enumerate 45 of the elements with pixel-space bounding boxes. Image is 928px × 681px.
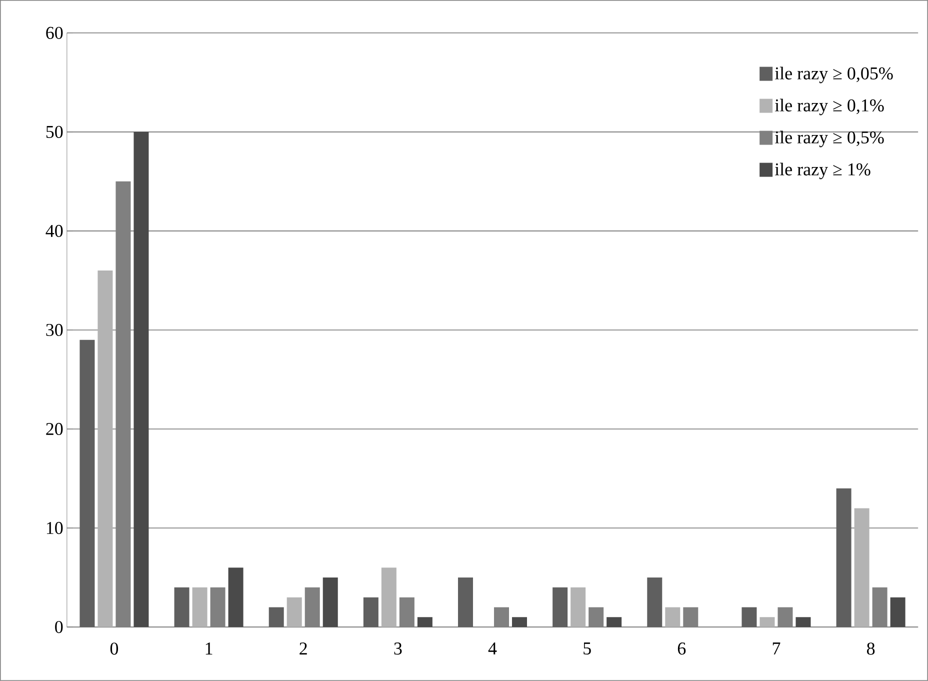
bar <box>512 617 528 628</box>
bar <box>304 587 320 628</box>
bar <box>665 607 680 628</box>
x-tick-label: 1 <box>206 642 212 654</box>
x-tick-label: 2 <box>300 642 307 655</box>
bar <box>570 587 586 628</box>
bar <box>322 578 338 628</box>
legend-label: ile razy ≥ 1% <box>774 162 870 180</box>
bar <box>116 181 131 628</box>
bar <box>210 587 226 628</box>
y-tick-label: 40 <box>46 224 63 238</box>
legend-label: ile razy ≥ 0,5% <box>774 130 884 148</box>
bar <box>872 587 888 628</box>
bar <box>134 132 149 628</box>
bar <box>98 270 113 628</box>
bar <box>192 587 208 628</box>
x-tick-label: 7 <box>772 642 780 654</box>
bar <box>381 568 396 628</box>
y-tick-label: 20 <box>46 422 63 436</box>
bar <box>796 617 811 628</box>
x-tick-label: 3 <box>394 642 402 655</box>
bar <box>778 607 793 628</box>
bar <box>606 617 622 628</box>
legend-label: ile razy ≥ 0,1% <box>774 98 884 116</box>
bar <box>588 607 604 628</box>
bar <box>760 617 775 628</box>
x-tick-label: 6 <box>678 642 686 655</box>
bar <box>494 607 510 628</box>
x-tick-label: 8 <box>866 642 875 655</box>
y-tick-label: 30 <box>46 324 63 336</box>
bar <box>683 607 698 628</box>
bar <box>228 568 244 628</box>
x-tick-label: 4 <box>488 642 497 654</box>
bar <box>399 597 414 628</box>
x-tick-label: 0 <box>110 642 118 655</box>
y-tick-label: 0 <box>55 620 63 634</box>
y-tick-label: 50 <box>46 126 63 138</box>
bar <box>854 508 870 628</box>
y-tick-label: 60 <box>46 26 63 40</box>
bar <box>417 617 432 628</box>
x-tick-label: 5 <box>584 642 591 655</box>
bar <box>286 597 302 628</box>
legend-label: ile razy ≥ 0,05% <box>774 66 893 84</box>
bar <box>890 597 906 628</box>
y-tick-label: 10 <box>46 522 63 534</box>
